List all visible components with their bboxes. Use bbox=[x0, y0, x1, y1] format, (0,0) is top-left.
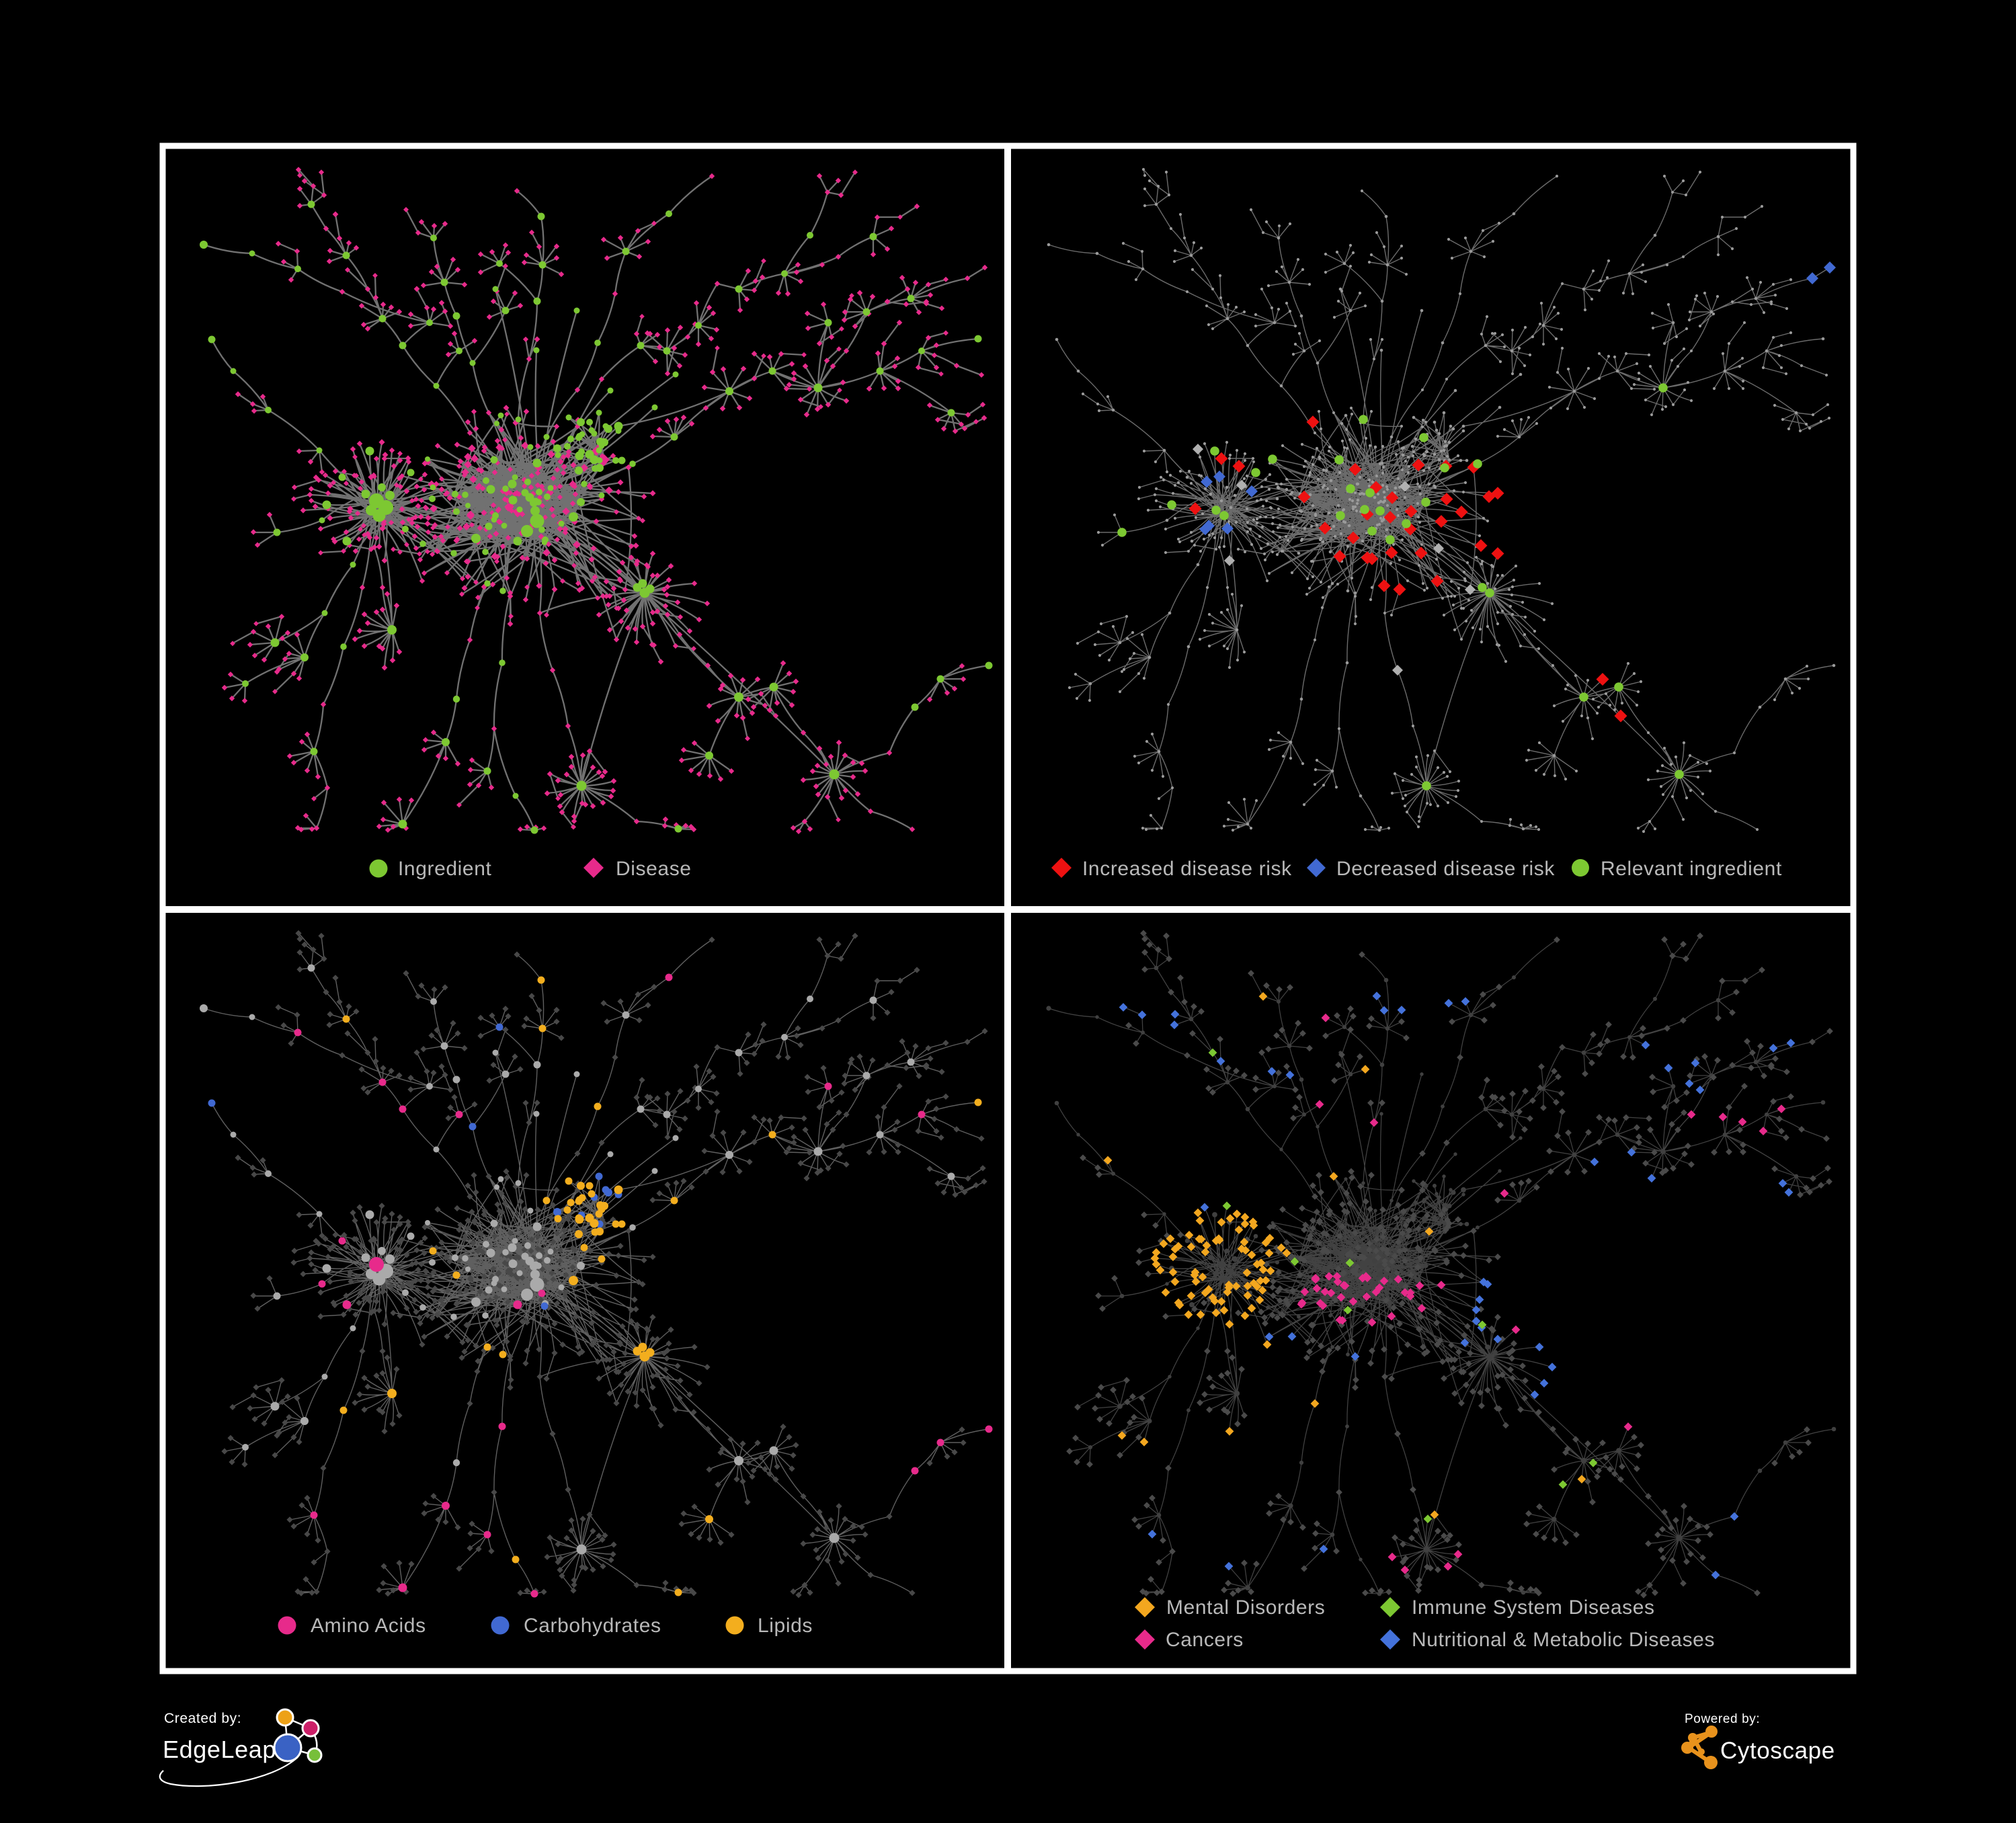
svg-text:Cytoscape: Cytoscape bbox=[1720, 1738, 1835, 1764]
svg-text:Lipids: Lipids bbox=[758, 1615, 813, 1637]
svg-text:Carbohydrates: Carbohydrates bbox=[524, 1615, 661, 1637]
svg-text:Ingredient: Ingredient bbox=[398, 858, 491, 880]
svg-text:Disease: Disease bbox=[616, 858, 692, 880]
svg-text:Nutritional & Metabolic Diseas: Nutritional & Metabolic Diseases bbox=[1412, 1629, 1715, 1651]
svg-text:Decreased disease risk: Decreased disease risk bbox=[1336, 858, 1555, 880]
svg-text:Created by:: Created by: bbox=[164, 1711, 241, 1726]
svg-text:Relevant ingredient: Relevant ingredient bbox=[1601, 858, 1782, 880]
svg-text:Mental Disorders: Mental Disorders bbox=[1166, 1596, 1325, 1619]
svg-text:Increased disease risk: Increased disease risk bbox=[1082, 858, 1292, 880]
svg-text:Immune System Diseases: Immune System Diseases bbox=[1412, 1596, 1655, 1619]
svg-text:Amino Acids: Amino Acids bbox=[311, 1615, 426, 1637]
svg-text:Powered by:: Powered by: bbox=[1685, 1712, 1760, 1726]
svg-text:EdgeLeap: EdgeLeap bbox=[163, 1736, 276, 1763]
svg-text:Cancers: Cancers bbox=[1166, 1629, 1244, 1651]
